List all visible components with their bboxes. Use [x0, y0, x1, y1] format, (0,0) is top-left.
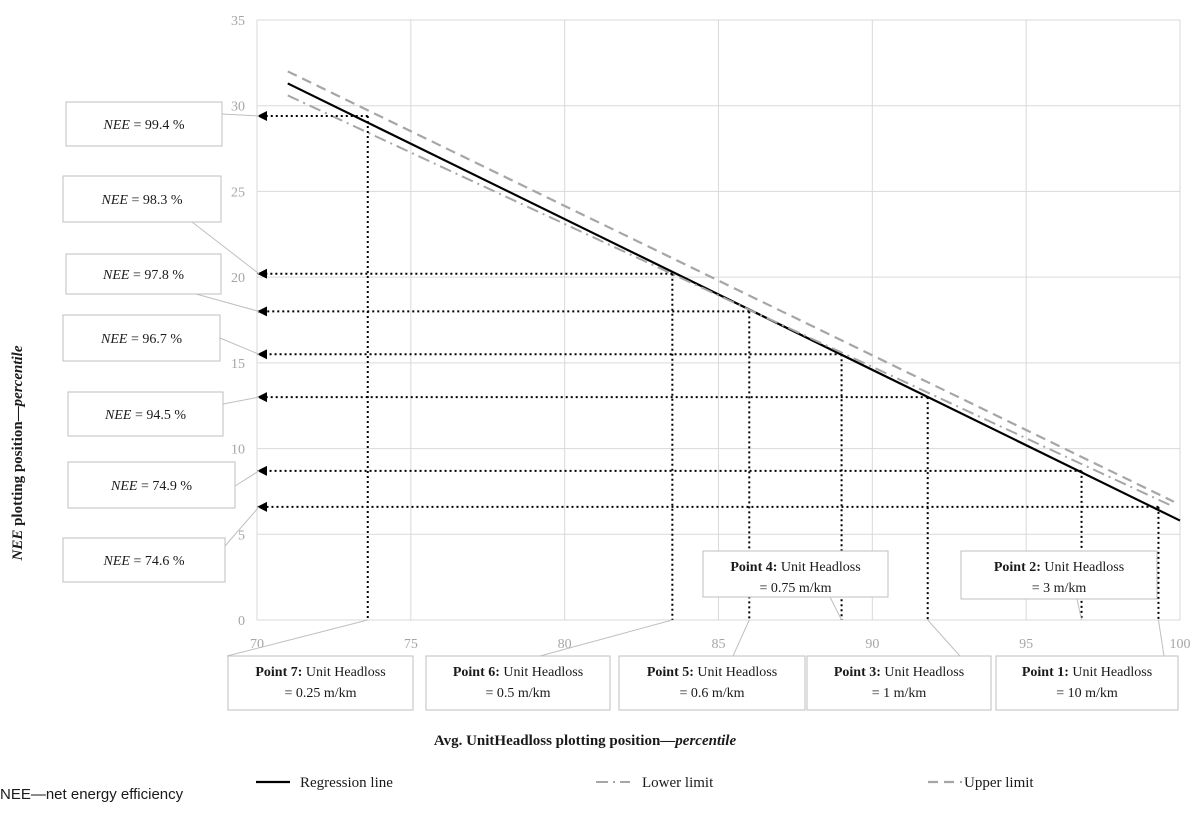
point-callout-value-5: = 0.6 m/km [679, 686, 744, 701]
series-line-lower-limit [287, 94, 1175, 508]
y-tick-label-30: 30 [231, 100, 245, 115]
point-callout-title-4: Point 4: Unit Headloss [730, 560, 860, 575]
nee-callout-text-point-4: NEE = 96.7 % [100, 332, 182, 347]
nee-leader-point-5 [195, 293, 260, 312]
point-callout-box-1 [995, 655, 1179, 711]
legend-label-1: Regression line [300, 775, 393, 791]
point-callout-title-1: Point 1: Unit Headloss [1022, 665, 1152, 680]
nee-leader-point-2 [234, 470, 260, 487]
point-leader-6 [539, 619, 673, 657]
nee-leader-point-3 [222, 396, 260, 405]
point-callout-box-4 [702, 550, 889, 598]
nee-callout-text-point-5: NEE = 97.8 % [102, 268, 184, 283]
nee-callout-box-point-1 [62, 537, 226, 583]
nee-callout-text-point-2: NEE = 74.9 % [110, 479, 192, 494]
nee-callout-box-point-6 [62, 175, 222, 223]
point-leader-5 [732, 619, 750, 657]
x-tick-label-100: 100 [1170, 637, 1191, 652]
point-leader-4 [829, 596, 843, 621]
x-tick-label-95: 95 [1019, 637, 1033, 652]
y-tick-label-0: 0 [238, 614, 245, 629]
point-callout-value-6: = 0.5 m/km [485, 686, 550, 701]
point-callout-title-5: Point 5: Unit Headloss [647, 665, 777, 680]
nee-callout-box-point-7 [65, 101, 223, 147]
grid [256, 19, 1181, 621]
series [287, 70, 1181, 522]
legend-label-3: Upper limit [964, 775, 1034, 791]
point-callout-box-2 [960, 550, 1158, 600]
nee-callout-text-point-7: NEE = 99.4 % [102, 118, 184, 133]
point-callout-box-3 [806, 655, 992, 711]
y-axis-title: NEE plotting position—percentile [10, 345, 26, 561]
point-callout-value-1: = 10 m/km [1056, 686, 1118, 701]
legend-label-2: Lower limit [642, 775, 714, 791]
nee-callout-box-point-5 [65, 253, 222, 295]
nee-leader-point-6 [191, 221, 260, 275]
nee-callout-text-point-1: NEE = 74.6 % [102, 554, 184, 569]
x-tick-label-90: 90 [865, 637, 879, 652]
nee-callout-box-point-2 [67, 461, 236, 509]
point-callout-title-6: Point 6: Unit Headloss [453, 665, 583, 680]
footnote: NEE—net energy efficiency [0, 786, 184, 803]
point-leader-2 [1076, 598, 1083, 621]
y-tick-label-35: 35 [231, 14, 245, 29]
y-tick-label-20: 20 [231, 271, 245, 286]
point-callout-title-7: Point 7: Unit Headloss [255, 665, 385, 680]
point-callout-title-2: Point 2: Unit Headloss [994, 560, 1124, 575]
nee-callout-text-point-3: NEE = 94.5 % [104, 408, 186, 423]
point-callout-title-3: Point 3: Unit Headloss [834, 665, 964, 680]
point-callout-box-6 [425, 655, 611, 711]
point-callout-box-5 [618, 655, 806, 711]
y-axis-ticks: 0 5 10 15 20 25 30 35 [231, 14, 245, 629]
point-leader-3 [927, 619, 961, 657]
point-callout-value-3: = 1 m/km [872, 686, 927, 701]
point-leader-1 [1157, 619, 1165, 657]
point-callout-value-2: = 3 m/km [1032, 581, 1087, 596]
x-tick-label-70: 70 [250, 637, 264, 652]
x-tick-label-85: 85 [712, 637, 726, 652]
y-tick-label-5: 5 [238, 528, 245, 543]
nee-leader-point-7 [221, 113, 260, 117]
y-tick-label-15: 15 [231, 357, 245, 372]
point-callout-box-7 [227, 655, 414, 711]
nee-callout-text-point-6: NEE = 98.3 % [100, 193, 182, 208]
point-leader-7 [226, 619, 368, 657]
x-axis-ticks: 70 75 80 85 90 95 100 [250, 637, 1191, 652]
y-tick-label-25: 25 [231, 185, 245, 200]
callouts: NEE = 99.4 % NEE = 98.3 % NEE = 97.8 % NEE … [62, 101, 1179, 711]
legend: Regression line Lower limit Upper limit [256, 775, 1034, 791]
nee-leader-point-4 [219, 337, 260, 355]
nee-callout-box-point-3 [67, 391, 224, 437]
y-tick-label-10: 10 [231, 443, 245, 458]
x-tick-label-75: 75 [404, 637, 418, 652]
nee-callout-box-point-4 [62, 314, 221, 362]
nee-leader-point-1 [224, 506, 260, 547]
series-line-upper-limit [287, 70, 1175, 503]
point-callout-value-4: = 0.75 m/km [759, 581, 831, 596]
x-axis-title: Avg. UnitHeadloss plotting position—perc… [434, 733, 737, 749]
point-callout-value-7: = 0.25 m/km [284, 686, 356, 701]
